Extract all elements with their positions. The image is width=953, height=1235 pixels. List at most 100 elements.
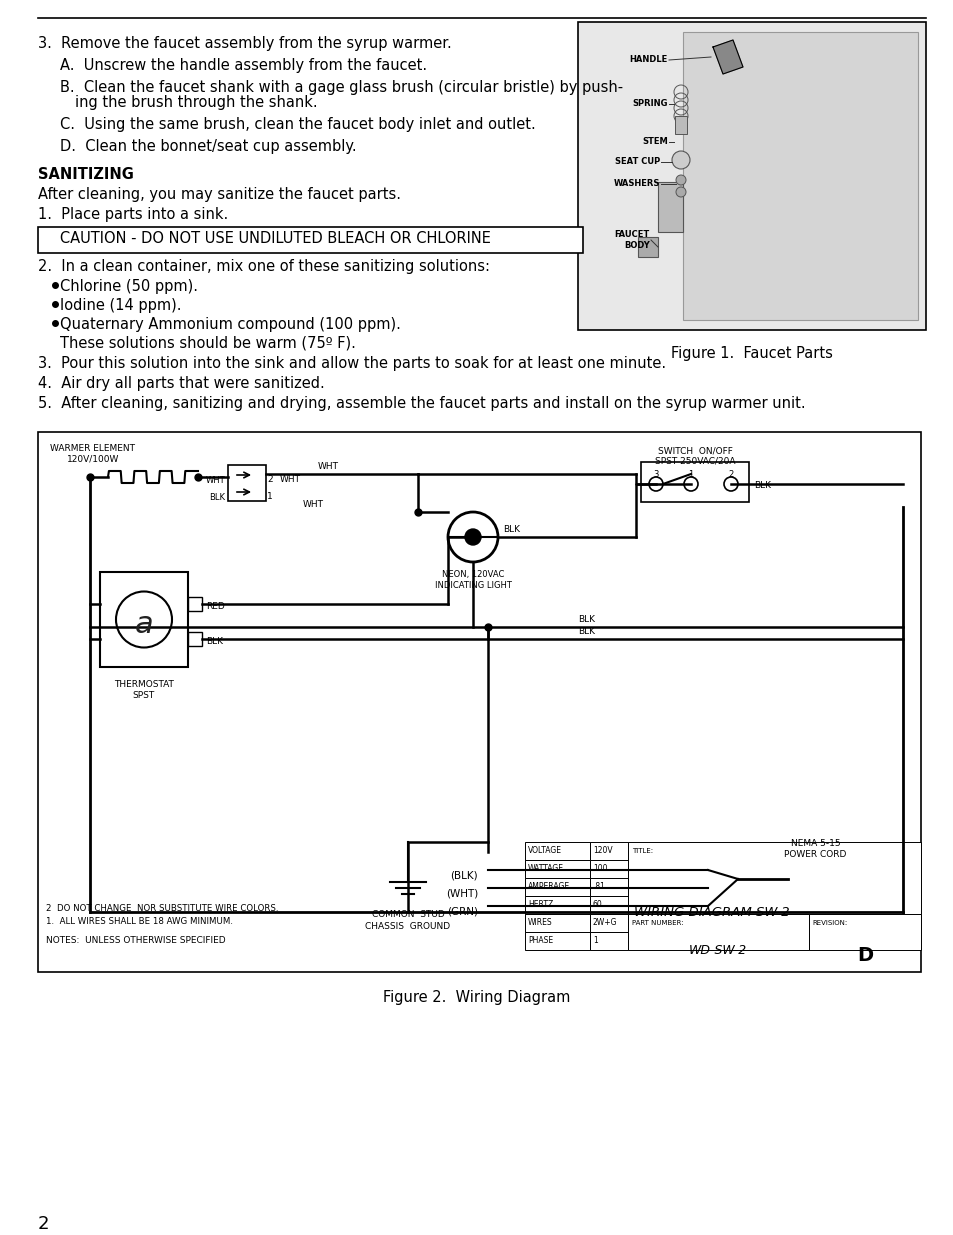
Bar — [589, 897, 627, 914]
Text: B.  Clean the faucet shank with a gage glass brush (circular bristle) by push-: B. Clean the faucet shank with a gage gl… — [60, 80, 622, 95]
Bar — [589, 932, 627, 950]
Text: After cleaning, you may sanitize the faucet parts.: After cleaning, you may sanitize the fau… — [38, 186, 400, 203]
Text: 2: 2 — [267, 475, 273, 484]
Text: 5.  After cleaning, sanitizing and drying, assemble the faucet parts and install: 5. After cleaning, sanitizing and drying… — [38, 396, 804, 411]
Bar — [38, 227, 582, 253]
Text: REVISION:: REVISION: — [811, 920, 846, 926]
Bar — [589, 860, 627, 878]
Text: PART NUMBER:: PART NUMBER: — [631, 920, 682, 926]
Circle shape — [464, 529, 480, 545]
Text: WARMER ELEMENT: WARMER ELEMENT — [51, 445, 135, 453]
Polygon shape — [712, 40, 742, 74]
Text: CHASSIS  GROUND: CHASSIS GROUND — [365, 923, 450, 931]
Text: WASHERS: WASHERS — [613, 179, 659, 189]
Text: CAUTION - DO NOT USE UNDILUTED BLEACH OR CHLORINE: CAUTION - DO NOT USE UNDILUTED BLEACH OR… — [46, 231, 491, 246]
Text: 1.  Place parts into a sink.: 1. Place parts into a sink. — [38, 207, 228, 222]
Text: .81: .81 — [593, 882, 604, 890]
Text: 120V: 120V — [593, 846, 612, 855]
Bar — [787, 862, 842, 911]
Text: 2  DO NOT CHANGE  NOR SUBSTITUTE WIRE COLORS.: 2 DO NOT CHANGE NOR SUBSTITUTE WIRE COLO… — [46, 904, 278, 913]
Text: TITLE:: TITLE: — [631, 848, 653, 853]
Text: 3: 3 — [653, 471, 658, 479]
Text: WIRES: WIRES — [527, 918, 552, 927]
Bar — [627, 842, 920, 914]
Text: SPST 250VAC/20A: SPST 250VAC/20A — [654, 457, 735, 466]
Text: BLK: BLK — [578, 615, 595, 624]
Text: WHT: WHT — [317, 462, 338, 471]
Text: Chlorine (50 ppm).: Chlorine (50 ppm). — [60, 279, 198, 294]
Text: 120V/100W: 120V/100W — [67, 454, 119, 464]
Text: FAUCET
BODY: FAUCET BODY — [614, 230, 649, 249]
Text: 60: 60 — [593, 900, 602, 909]
Bar — [658, 182, 682, 232]
Text: 2: 2 — [727, 471, 733, 479]
Text: WHT: WHT — [280, 475, 301, 484]
Text: BLK: BLK — [753, 482, 770, 490]
Text: NEMA 5-15: NEMA 5-15 — [790, 839, 840, 848]
Text: POWER CORD: POWER CORD — [783, 850, 846, 860]
Bar — [638, 237, 658, 257]
Text: Quaternary Ammonium compound (100 ppm).: Quaternary Ammonium compound (100 ppm). — [60, 317, 400, 332]
Bar — [842, 877, 862, 885]
Bar — [675, 116, 686, 135]
Bar — [228, 466, 266, 501]
Text: SPRING: SPRING — [632, 100, 667, 109]
Text: D: D — [856, 946, 872, 965]
Text: SWITCH  ON/OFF: SWITCH ON/OFF — [657, 446, 732, 454]
Text: WHT: WHT — [303, 500, 324, 509]
Text: AMPERAGE: AMPERAGE — [527, 882, 570, 890]
Text: 2: 2 — [38, 1215, 50, 1233]
Text: COMMON  STUD: COMMON STUD — [372, 910, 444, 919]
Text: (WHT): (WHT) — [445, 888, 477, 898]
Text: 2.  In a clean container, mix one of these sanitizing solutions:: 2. In a clean container, mix one of thes… — [38, 259, 490, 274]
Text: 100: 100 — [593, 864, 607, 873]
Bar — [188, 632, 202, 646]
Circle shape — [676, 175, 685, 185]
Bar — [524, 842, 589, 860]
Circle shape — [671, 151, 689, 169]
Bar — [524, 914, 589, 932]
Text: SEAT CUP: SEAT CUP — [614, 158, 659, 167]
Bar — [524, 897, 589, 914]
Bar — [578, 22, 925, 330]
Text: HERTZ: HERTZ — [527, 900, 553, 909]
Text: WATTAGE: WATTAGE — [527, 864, 563, 873]
Text: (GRN): (GRN) — [447, 906, 477, 916]
Text: Figure 2.  Wiring Diagram: Figure 2. Wiring Diagram — [383, 990, 570, 1005]
Bar — [589, 878, 627, 897]
Text: 3.  Pour this solution into the sink and allow the parts to soak for at least on: 3. Pour this solution into the sink and … — [38, 356, 665, 370]
Text: 4.  Air dry all parts that were sanitized.: 4. Air dry all parts that were sanitized… — [38, 375, 324, 391]
Text: a: a — [134, 610, 153, 638]
Text: D.  Clean the bonnet/seat cup assembly.: D. Clean the bonnet/seat cup assembly. — [60, 140, 356, 154]
Text: BLK: BLK — [209, 493, 225, 501]
Text: WIRING DIAGRAM SW-2: WIRING DIAGRAM SW-2 — [634, 906, 789, 919]
Text: 2W+G: 2W+G — [593, 918, 617, 927]
Text: These solutions should be warm (75º F).: These solutions should be warm (75º F). — [60, 336, 355, 351]
Text: BLK: BLK — [578, 627, 595, 636]
Text: WHT: WHT — [205, 475, 225, 485]
Bar — [589, 914, 627, 932]
Bar — [524, 860, 589, 878]
Text: Figure 1.  Faucet Parts: Figure 1. Faucet Parts — [670, 346, 832, 361]
Bar — [188, 597, 202, 611]
Text: C.  Using the same brush, clean the faucet body inlet and outlet.: C. Using the same brush, clean the fauce… — [60, 117, 536, 132]
Text: BLK: BLK — [206, 637, 223, 646]
Text: VOLTAGE: VOLTAGE — [527, 846, 561, 855]
Text: HANDLE: HANDLE — [629, 56, 667, 64]
Text: SPST: SPST — [132, 692, 155, 700]
Text: (BLK): (BLK) — [450, 869, 477, 881]
Bar — [682, 32, 917, 320]
Text: NEON, 120VAC: NEON, 120VAC — [441, 571, 503, 579]
Bar — [640, 462, 748, 501]
Text: INDICATING LIGHT: INDICATING LIGHT — [435, 580, 511, 590]
Text: A.  Unscrew the handle assembly from the faucet.: A. Unscrew the handle assembly from the … — [60, 58, 427, 73]
Bar — [627, 914, 808, 950]
Circle shape — [676, 186, 685, 198]
Text: 3.  Remove the faucet assembly from the syrup warmer.: 3. Remove the faucet assembly from the s… — [38, 36, 452, 51]
Bar — [524, 878, 589, 897]
Text: 1: 1 — [267, 492, 273, 501]
Bar — [589, 842, 627, 860]
Text: Iodine (14 ppm).: Iodine (14 ppm). — [60, 298, 181, 312]
Bar — [524, 932, 589, 950]
Text: WD-SW-2: WD-SW-2 — [688, 944, 746, 957]
